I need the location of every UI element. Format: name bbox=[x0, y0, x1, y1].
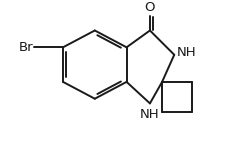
Text: NH: NH bbox=[177, 46, 197, 59]
Text: NH: NH bbox=[140, 108, 160, 121]
Text: O: O bbox=[145, 1, 155, 14]
Text: Br: Br bbox=[19, 41, 33, 54]
